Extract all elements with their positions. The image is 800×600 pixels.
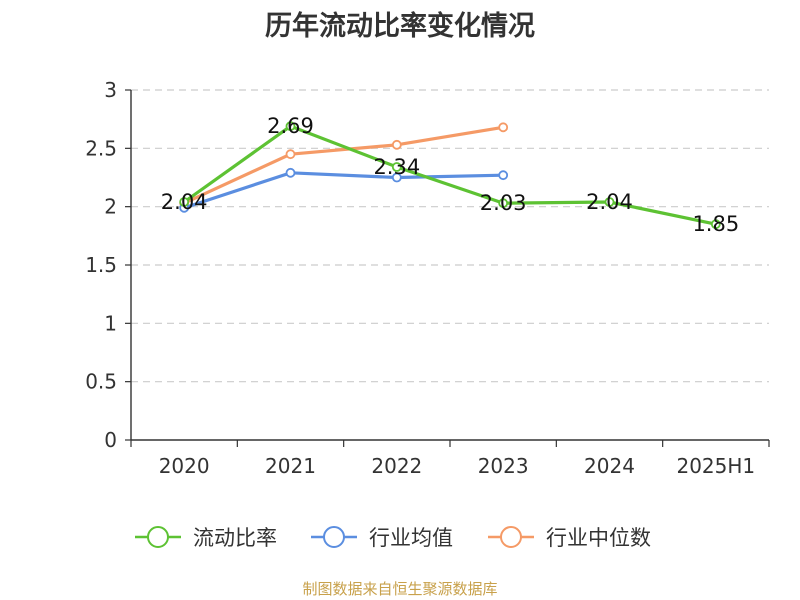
legend-label: 行业均值 (369, 526, 453, 550)
data-point (391, 162, 402, 172)
legend: 流动比率 行业均值 行业中位数 (135, 526, 651, 550)
legend-label: 流动比率 (193, 526, 277, 550)
legend-item: 行业中位数 (488, 526, 651, 550)
series-line (182, 171, 505, 210)
data-point (285, 149, 296, 160)
data-point (604, 197, 615, 207)
data-point (285, 121, 296, 132)
data-label: 2.04 (586, 190, 633, 214)
legend-marker (147, 526, 169, 548)
y-tick-label: 2.5 (85, 136, 117, 160)
series-line (182, 124, 718, 226)
data-label: 1.85 (692, 212, 739, 236)
y-tick-label: 1 (104, 311, 117, 335)
legend-item: 流动比率 (135, 526, 277, 550)
data-point (498, 122, 509, 133)
x-tick-label: 2022 (371, 454, 422, 478)
legend-item: 行业均值 (311, 526, 453, 550)
y-tick-label: 0.5 (85, 370, 117, 394)
legend-marker (500, 526, 522, 548)
series-lines (179, 121, 721, 230)
data-point (391, 139, 402, 150)
series-1 (179, 167, 509, 213)
series-0 (179, 121, 721, 230)
y-tick-label: 3 (104, 78, 117, 102)
data-label: 2.69 (267, 114, 314, 138)
data-point (710, 219, 721, 230)
legend-label: 行业中位数 (546, 526, 651, 550)
data-labels: 2.04 2.69 2.34 2.03 2.04 1.85 (161, 114, 739, 236)
chart-title: 历年流动比率变化情况 (265, 11, 535, 42)
y-tick-label: 2 (104, 195, 117, 219)
data-point (285, 167, 296, 178)
x-tick-label: 2020 (159, 454, 210, 478)
x-tick-label: 2021 (265, 454, 316, 478)
data-point (179, 197, 190, 207)
series-line (182, 125, 505, 205)
grid-lines (131, 89, 769, 383)
y-tick-label: 0 (104, 428, 117, 452)
data-label: 2.34 (373, 155, 420, 179)
axes: 0 0.5 1 1.5 2 2.5 3 2020 2021 2022 2023 2024 2025H1 (85, 78, 770, 478)
data-label: 2.03 (480, 191, 527, 215)
data-point (498, 170, 509, 181)
x-tick-label: 2024 (584, 454, 635, 478)
data-point (391, 172, 402, 183)
data-label: 2.04 (161, 190, 208, 214)
x-tick-label: 2023 (478, 454, 529, 478)
legend-marker (323, 526, 345, 548)
y-tick-label: 1.5 (85, 253, 117, 277)
x-tick-label: 2025H1 (676, 454, 755, 478)
data-point (498, 198, 509, 209)
source-note: 制图数据来自恒生聚源数据库 (302, 580, 498, 598)
